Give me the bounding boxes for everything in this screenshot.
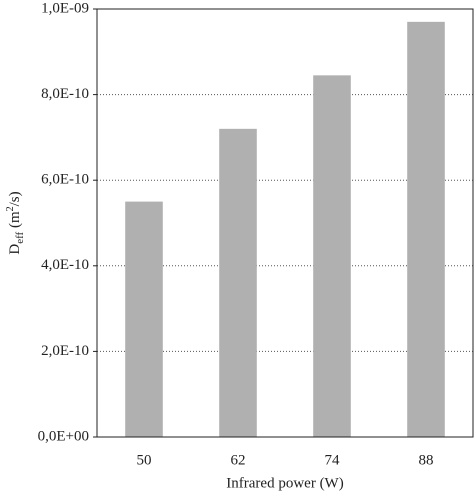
plot-frame (96, 8, 474, 438)
bar (125, 201, 163, 437)
y-label-sub: eff (14, 231, 26, 243)
bar (313, 75, 351, 437)
x-tick-label: 50 (137, 452, 152, 468)
y-tick-label: 8,0E-10 (41, 86, 89, 102)
y-label-part: (m (7, 211, 23, 232)
y-label-sup: 2 (5, 206, 16, 211)
y-label-part: D (7, 244, 23, 255)
x-axis-label: Infrared power (W) (226, 475, 343, 491)
x-tick-label: 88 (419, 452, 434, 468)
bar (407, 21, 445, 438)
x-tick-label: 74 (325, 452, 341, 468)
y-label-part: /s) (7, 191, 23, 206)
x-tick-label: 62 (231, 452, 246, 468)
y-tick-label: 2,0E-10 (41, 343, 89, 359)
y-tick-label: 1,0E-09 (41, 0, 89, 16)
y-tick-label: 0,0E+00 (38, 428, 89, 444)
y-axis-label: Deff (m2/s) (5, 191, 25, 254)
bar (219, 128, 257, 437)
y-tick-label: 6,0E-10 (41, 172, 89, 188)
y-tick-label: 4,0E-10 (41, 257, 89, 273)
